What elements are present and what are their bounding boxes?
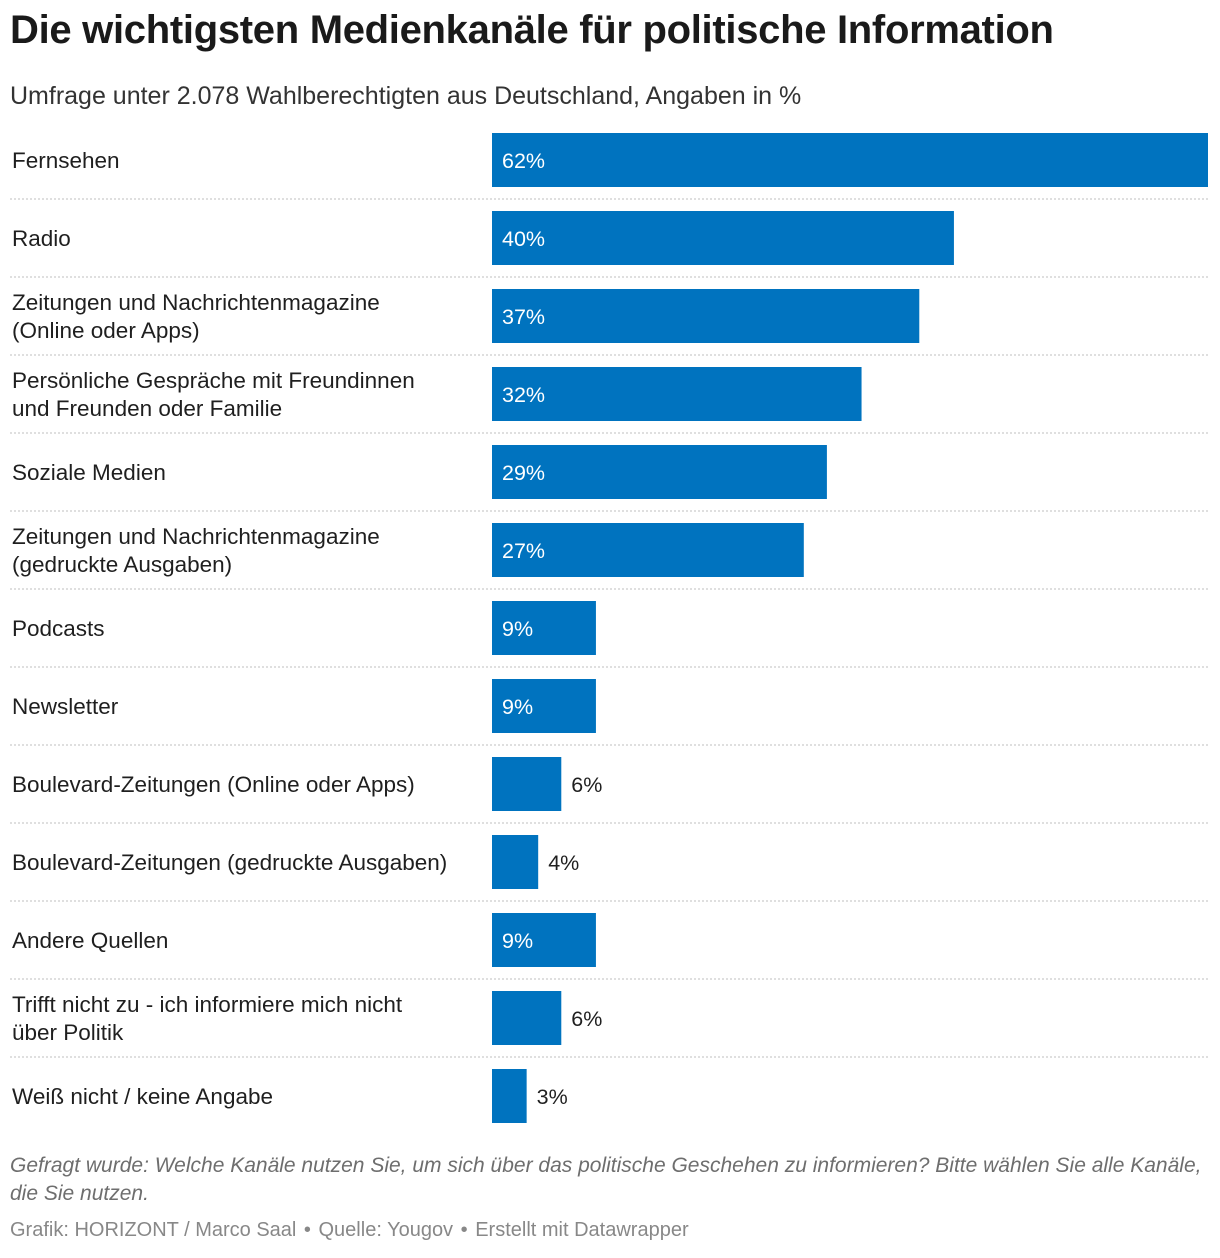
category-label: Soziale Medien [12,460,166,485]
footer-separator-1: • [303,1219,311,1241]
value-label: 37% [502,305,545,329]
value-label: 9% [502,929,533,953]
value-label: 27% [502,539,545,563]
bar-row: Weiß nicht / keine Angabe 3% [12,1069,568,1123]
value-label: 6% [571,1007,602,1031]
value-label: 4% [548,851,579,875]
category-label: Zeitungen und Nachrichtenmagazine [12,290,380,315]
bar [492,835,539,889]
bar [492,1069,527,1123]
category-label: Boulevard-Zeitungen (Online oder Apps) [12,772,415,797]
bar-row: Trifft nicht zu - ich informiere mich ni… [10,991,1208,1058]
bar [492,757,562,811]
bar [492,913,596,967]
credit-quelle: Quelle: Yougov [318,1219,454,1241]
category-label: Podcasts [12,616,105,641]
credit-grafik: Grafik: HORIZONT / Marco Saal [10,1219,297,1241]
category-label: über Politik [12,1020,124,1045]
bar-row: Podcasts 9% [10,601,1208,668]
value-label: 40% [502,227,545,251]
bar-chart: Fernsehen 62% Radio 40% Zeitungen und Nachri… [10,133,1208,1123]
value-label: 62% [502,149,545,173]
bar-row: Persönliche Gespräche mit Freundinnen und… [10,367,1208,434]
bar-row: Boulevard-Zeitungen (gedruckte Ausgaben)… [10,835,1208,902]
bar [492,133,1208,187]
bar [492,367,862,421]
category-label: (Online oder Apps) [12,318,200,343]
bar-row: Boulevard-Zeitungen (Online oder Apps) 6% [10,757,1208,824]
category-label: Fernsehen [12,148,120,173]
question-note: Gefragt wurde: Welche Kanäle nutzen Sie,… [10,1154,1202,1205]
value-label: 6% [571,773,602,797]
category-label: Radio [12,226,71,251]
bar [492,991,562,1045]
category-label: Newsletter [12,694,119,719]
category-label: Andere Quellen [12,928,168,953]
credit-tool[interactable]: Erstellt mit Datawrapper [475,1219,689,1241]
bar-chart-rows: Fernsehen 62% Radio 40% Zeitungen und Nachri… [10,133,1208,1123]
category-label: Persönliche Gespräche mit Freundinnen [12,368,415,393]
chart-title: Die wichtigsten Medienkanäle für politis… [10,8,1054,52]
chart-footer: Grafik: HORIZONT / Marco Saal • Quelle: … [10,1219,689,1242]
category-label: und Freunden oder Familie [12,396,282,421]
value-label: 29% [502,461,545,485]
category-label: Trifft nicht zu - ich informiere mich ni… [12,992,403,1017]
category-label: Weiß nicht / keine Angabe [12,1084,273,1109]
bar-row: Newsletter 9% [10,679,1208,746]
bar-row: Radio 40% [10,211,1208,278]
category-label: Boulevard-Zeitungen (gedruckte Ausgaben) [12,850,447,875]
bar [492,445,827,499]
footer-separator-2: • [460,1219,468,1241]
category-label: (gedruckte Ausgaben) [12,552,232,577]
bar-row: Fernsehen 62% [10,133,1208,200]
bar [492,679,596,733]
value-label: 3% [537,1085,568,1109]
bar-row: Zeitungen und Nachrichtenmagazine (gedruc… [10,523,1208,590]
chart-subtitle: Umfrage unter 2.078 Wahlberechtigten aus… [10,82,802,110]
value-label: 9% [502,617,533,641]
value-label: 9% [502,695,533,719]
value-label: 32% [502,383,545,407]
bar [492,289,920,343]
bar [492,523,804,577]
bar [492,211,954,265]
bar-row: Andere Quellen 9% [10,913,1208,980]
bar [492,601,596,655]
bar-row: Soziale Medien 29% [10,445,1208,512]
bar-row: Zeitungen und Nachrichtenmagazine (Online… [10,289,1208,356]
category-label: Zeitungen und Nachrichtenmagazine [12,524,380,549]
